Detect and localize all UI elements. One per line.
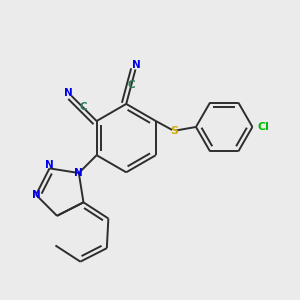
Text: C: C xyxy=(128,80,135,90)
Text: N: N xyxy=(74,168,83,178)
Text: Cl: Cl xyxy=(258,122,270,132)
Text: N: N xyxy=(64,88,73,98)
Text: S: S xyxy=(170,126,178,136)
Text: N: N xyxy=(32,190,40,200)
Text: N: N xyxy=(132,60,141,70)
Text: C: C xyxy=(79,102,87,112)
Text: N: N xyxy=(45,160,54,170)
